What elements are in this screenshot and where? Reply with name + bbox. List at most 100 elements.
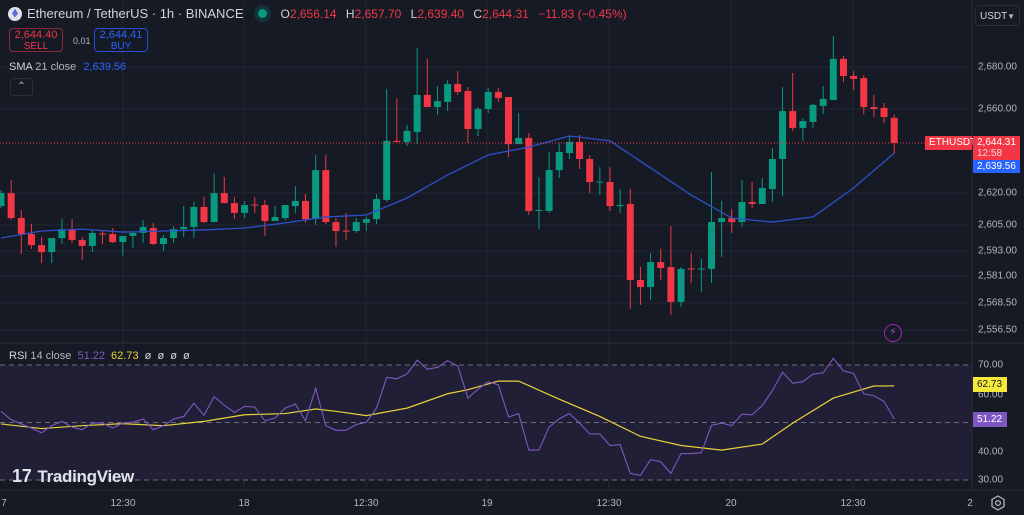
candle-body <box>383 140 391 200</box>
candle-body <box>423 94 431 108</box>
candle <box>129 232 137 249</box>
candle <box>444 79 452 112</box>
candle <box>789 72 797 131</box>
candle-body <box>149 228 157 245</box>
ethereum-logo-icon <box>8 6 22 21</box>
candle-body <box>616 205 624 207</box>
candle-body <box>799 121 807 128</box>
candle-body <box>0 193 5 207</box>
rsi-ma-tag: 62.73 <box>973 377 1007 392</box>
candle <box>616 189 624 213</box>
candle <box>545 151 553 213</box>
low-value: 2,639.40 <box>417 6 465 21</box>
symbol-title[interactable]: Ethereum / TetherUS · 1h · BINANCE <box>27 6 244 21</box>
candle <box>484 88 492 114</box>
candle-body <box>312 170 320 220</box>
candle-body <box>657 262 665 269</box>
candle <box>728 209 736 233</box>
candle-body <box>271 216 279 221</box>
candle-body <box>829 58 837 101</box>
rsi-extra-value: ø <box>170 350 177 362</box>
candle-body <box>890 117 898 144</box>
candle-body <box>7 193 15 219</box>
candle-body <box>68 229 76 240</box>
rsi-tick: 40.00 <box>978 446 1004 458</box>
candle <box>342 212 350 240</box>
chevron-down-icon: ▼ <box>1007 12 1015 21</box>
sell-label: SELL <box>23 41 49 52</box>
last-price-tag: 2,644.31 12:58 <box>973 136 1020 160</box>
time-tick: 12:30 <box>353 498 379 509</box>
sma-legend[interactable]: SMA 21 close 2,639.56 <box>9 61 126 73</box>
candle <box>738 180 746 227</box>
candle-body <box>779 111 787 160</box>
rsi-tag: 51.22 <box>973 412 1007 427</box>
rsi-params: 14 close <box>30 350 72 362</box>
rsi-level-lines <box>0 364 972 481</box>
buy-price: 2,644.41 <box>99 29 143 41</box>
candle-body <box>444 84 452 102</box>
tradingview-logo[interactable]: 17 TradingView <box>12 466 134 487</box>
candle <box>829 35 837 101</box>
rsi-legend[interactable]: RSI 14 close 51.22 62.73 ø ø ø ø <box>9 350 190 362</box>
candle <box>373 193 381 224</box>
candle <box>677 267 685 308</box>
candle-body <box>758 187 766 204</box>
candle-body <box>870 107 878 109</box>
candle <box>362 216 370 232</box>
candle-body <box>139 226 147 233</box>
candle <box>748 182 756 209</box>
candle <box>525 133 533 216</box>
candle-body <box>220 193 228 204</box>
candle-body <box>515 137 523 145</box>
candle <box>383 88 391 203</box>
time-tick: 12:30 <box>110 498 136 509</box>
candle <box>454 71 462 95</box>
candle <box>697 258 705 292</box>
candle-body <box>748 202 756 204</box>
candle-body <box>38 245 46 253</box>
candle <box>433 85 441 115</box>
rsi-tick: 60.00 <box>978 389 1004 401</box>
candle <box>535 176 543 230</box>
change-value: −11.83 (−0.45%) <box>538 6 627 21</box>
price-tick: 2,593.00 <box>978 245 1017 257</box>
candle-body <box>494 91 502 99</box>
spread-value: 0.01 <box>73 36 91 46</box>
candle-body <box>109 233 117 243</box>
currency-value: USDT <box>980 11 1008 22</box>
candle <box>819 85 827 115</box>
candle <box>423 58 431 108</box>
candle-body <box>484 91 492 109</box>
candle-body <box>261 205 269 221</box>
candle <box>291 186 299 213</box>
buy-label: BUY <box>110 41 132 52</box>
chevron-up-icon: ⌃ <box>17 81 26 92</box>
candle <box>159 235 167 252</box>
price-tick: 2,556.50 <box>978 324 1017 336</box>
candle-body <box>190 206 198 227</box>
candle-body <box>362 219 370 223</box>
market-open-status-icon <box>257 9 267 18</box>
rsi-tick: 70.00 <box>978 359 1004 371</box>
candle <box>190 202 198 239</box>
sell-price: 2,644.40 <box>14 29 58 41</box>
rsi-ma-line <box>0 380 895 451</box>
candle <box>779 87 787 197</box>
candle <box>474 107 482 137</box>
candle-body <box>586 159 594 183</box>
candle-body <box>119 235 127 243</box>
settings-gear-icon[interactable] <box>990 495 1006 511</box>
candle <box>555 143 563 178</box>
candle <box>99 231 106 245</box>
candle-body <box>433 101 441 108</box>
candle <box>464 87 472 144</box>
buy-button[interactable]: 2,644.41 BUY <box>94 28 148 52</box>
candle-body <box>78 239 86 246</box>
sell-button[interactable]: 2,644.40 SELL <box>9 28 63 52</box>
collapse-legend-button[interactable]: ⌃ <box>10 78 33 96</box>
currency-select[interactable]: USDT ▼ <box>975 5 1020 26</box>
bar-countdown: 12:58 <box>977 148 1003 159</box>
lightning-icon[interactable]: ⚡︎ <box>884 324 902 342</box>
